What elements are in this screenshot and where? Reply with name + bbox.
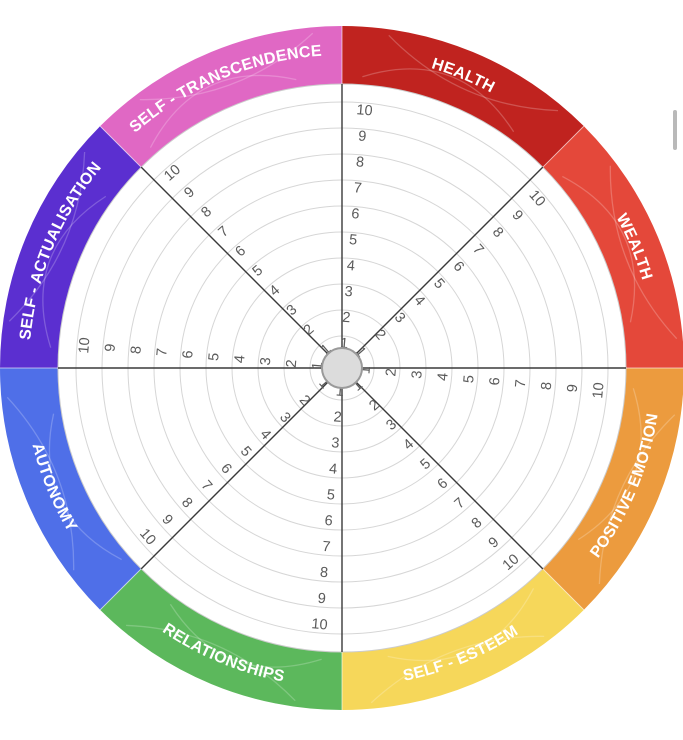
scale-number: 3 [409,370,426,379]
spoke [341,166,544,369]
scale-number: 10 [311,616,328,633]
spoke [140,367,343,570]
band-pattern-line [577,388,642,541]
band-pattern-line [48,413,122,561]
scale-number: 7 [322,539,331,556]
outer-category-ring [0,26,683,710]
scale-number: 6 [324,513,333,530]
band-pattern-line [125,624,296,702]
band-pattern-line [388,34,559,112]
segment-health [342,26,584,168]
scale-number: 10 [500,551,523,574]
scale-number: 1 [335,383,344,400]
scale-number: 10 [356,102,373,119]
band-pattern-line [42,195,107,348]
band-pattern-line [598,414,676,585]
spokes [58,84,626,652]
scale-number: 2 [383,368,400,377]
scale-number: 4 [435,372,452,381]
scale-number: 4 [346,258,355,275]
segment-positive-emotion [542,368,683,610]
segment-self-esteem [342,568,584,710]
scale-number: 7 [154,348,171,357]
scale-number: 3 [258,357,275,366]
band-pattern-line [362,68,515,133]
segment-relationships [100,568,342,710]
scale-number: 3 [331,435,340,452]
scale-number: 9 [358,128,367,145]
segment-autonomy [0,368,142,610]
band-pattern-line [8,151,86,322]
band-pattern-line [149,74,297,148]
scale-number: 7 [513,379,530,388]
scale-number: 10 [161,162,184,185]
segment-self-transcendence [100,26,342,168]
scale-number: 1 [339,336,348,353]
scale-number: 5 [348,232,357,249]
scale-number: 5 [206,352,223,361]
band-pattern-line [562,175,636,323]
band-pattern-line [6,396,75,571]
ring-divider [542,568,585,611]
scale-number: 2 [284,359,301,368]
scale-number: 1 [310,361,327,370]
spoke [140,166,343,369]
scale-number: 9 [102,343,119,352]
scale-number: 8 [355,154,364,171]
scale-number: 6 [351,206,360,223]
scale-number: 6 [180,350,197,359]
scale-number: 5 [326,487,335,504]
center-hub [321,347,363,389]
scale-number: 5 [461,374,478,383]
scale-number: 10 [76,337,93,354]
scale-number: 8 [539,381,556,390]
scale-number: 8 [128,345,145,354]
scale-number: 10 [526,187,549,210]
band-pattern-line [139,32,314,101]
scale-number: 10 [590,382,607,399]
scale-number: 8 [319,565,328,582]
scale-number: 4 [328,461,337,478]
scale-number: 1 [357,365,374,374]
scale-number: 6 [487,377,504,386]
ring-divider [542,125,585,168]
spoke [341,367,544,570]
ring-divider [99,125,142,168]
scale-number: 4 [232,354,249,363]
scale-number: 9 [565,383,582,392]
scale-number: 3 [344,284,353,301]
segment-self-actualisation [0,126,142,368]
band-pattern-line [387,588,535,662]
scale-number: 10 [136,526,159,549]
segment-wealth [542,126,683,368]
scale-number: 2 [333,409,342,426]
scrollbar-thumb[interactable] [673,110,677,150]
scale-number: 2 [342,310,351,327]
scale-number: 9 [317,591,326,608]
scale-number: 7 [353,180,362,197]
band-pattern-line [609,165,678,340]
ring-divider [99,568,142,611]
band-pattern-line [169,603,322,668]
band-pattern-line [370,635,545,704]
